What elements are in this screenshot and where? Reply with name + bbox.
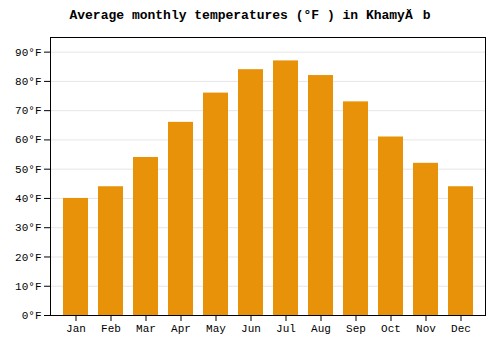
svg-text:70°F: 70°F (15, 105, 41, 117)
svg-text:50°F: 50°F (15, 164, 41, 176)
svg-text:Feb: Feb (101, 323, 121, 335)
svg-text:Jan: Jan (66, 323, 86, 335)
svg-text:90°F: 90°F (15, 47, 41, 59)
svg-text:Aug: Aug (311, 323, 331, 335)
svg-text:Apr: Apr (171, 323, 191, 335)
svg-text:Jun: Jun (241, 323, 261, 335)
svg-text:20°F: 20°F (15, 251, 41, 263)
svg-text:Sep: Sep (346, 323, 366, 335)
svg-text:60°F: 60°F (15, 134, 41, 146)
svg-text:Dec: Dec (451, 323, 471, 335)
svg-text:Nov: Nov (416, 323, 436, 335)
svg-text:80°F: 80°F (15, 76, 41, 88)
html-text:Average monthly temperatures (: Average monthly temperatures (°F ) in Kh… (69, 8, 431, 23)
svg-text:Jul: Jul (276, 323, 296, 335)
svg-text:Mar: Mar (136, 323, 156, 335)
svg-text:0°F: 0°F (22, 310, 42, 322)
svg-text:40°F: 40°F (15, 193, 41, 205)
svg-text:30°F: 30°F (15, 222, 41, 234)
svg-text:May: May (206, 323, 226, 335)
svg-text:Oct: Oct (381, 323, 401, 335)
svg-text:10°F: 10°F (15, 281, 41, 293)
